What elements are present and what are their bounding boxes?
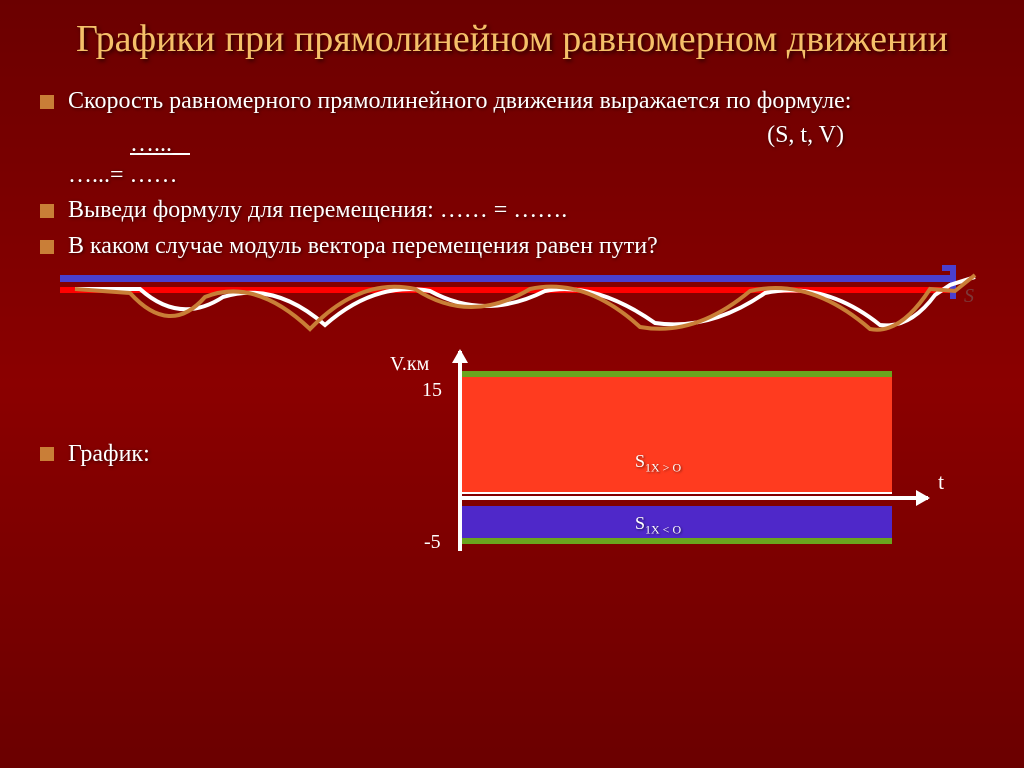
x-axis: [458, 496, 928, 500]
bullet-icon: [40, 95, 54, 109]
y-axis-label: V.км: [390, 353, 429, 376]
x-axis-label: t: [938, 469, 944, 495]
bullet-4: График:: [40, 441, 150, 468]
bullet-3: В каком случае модуль вектора перемещени…: [40, 231, 984, 261]
bullet-3-text: В каком случае модуль вектора перемещени…: [68, 231, 984, 261]
equation-left: …...= ……: [68, 162, 984, 189]
y-tick-minus5: -5: [424, 531, 441, 554]
chart-area: График: V.км 15 -5 t S1X > O S1X < O: [40, 351, 984, 561]
y-axis: [458, 351, 462, 551]
area-label-positive: S1X > O: [635, 451, 681, 476]
bullet-2: Выведи формулу для перемещения: …… = …….: [40, 195, 984, 225]
slide-title: Графики при прямолинейном равномерном дв…: [0, 0, 1024, 72]
velocity-chart: V.км 15 -5 t S1X > O S1X < O: [410, 351, 970, 561]
white-wave: [75, 277, 975, 325]
bullet-icon: [40, 447, 54, 461]
wave-diagram: S: [40, 267, 984, 347]
wave-paths: [55, 267, 995, 347]
content-area: Скорость равномерного прямолинейного дви…: [0, 72, 1024, 561]
bullet-1-text: Скорость равномерного прямолинейного дви…: [68, 86, 984, 116]
bullet-2-text: Выведи формулу для перемещения: …… = …….: [68, 195, 984, 225]
y-tick-15: 15: [422, 379, 442, 402]
bullet-1: Скорость равномерного прямолинейного дви…: [40, 86, 984, 116]
bullet-icon: [40, 204, 54, 218]
bullet-icon: [40, 240, 54, 254]
bullet-4-text: График:: [68, 441, 150, 468]
dots-numerator: …...: [130, 131, 984, 158]
area-label-negative: S1X < O: [635, 513, 681, 538]
